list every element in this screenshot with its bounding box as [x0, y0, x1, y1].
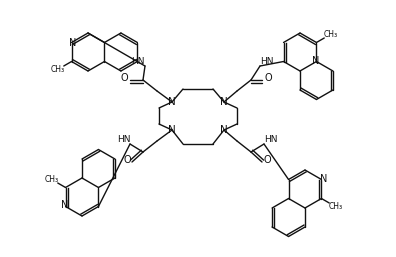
- Text: HN: HN: [117, 135, 131, 144]
- Text: HN: HN: [131, 57, 145, 66]
- Text: N: N: [69, 38, 76, 48]
- Text: CH₃: CH₃: [51, 65, 65, 74]
- Text: N: N: [61, 200, 68, 210]
- Text: O: O: [264, 73, 272, 83]
- Text: CH₃: CH₃: [328, 202, 343, 211]
- Text: CH₃: CH₃: [323, 30, 337, 39]
- Text: O: O: [123, 155, 131, 165]
- Text: N: N: [220, 97, 228, 107]
- Text: N: N: [168, 97, 176, 107]
- Text: CH₃: CH₃: [45, 175, 59, 184]
- Text: N: N: [220, 125, 228, 135]
- Text: N: N: [312, 56, 319, 66]
- Text: O: O: [263, 155, 271, 165]
- Text: N: N: [320, 175, 327, 185]
- Text: HN: HN: [264, 135, 278, 144]
- Text: N: N: [168, 125, 176, 135]
- Text: HN: HN: [260, 57, 274, 66]
- Text: O: O: [120, 73, 128, 83]
